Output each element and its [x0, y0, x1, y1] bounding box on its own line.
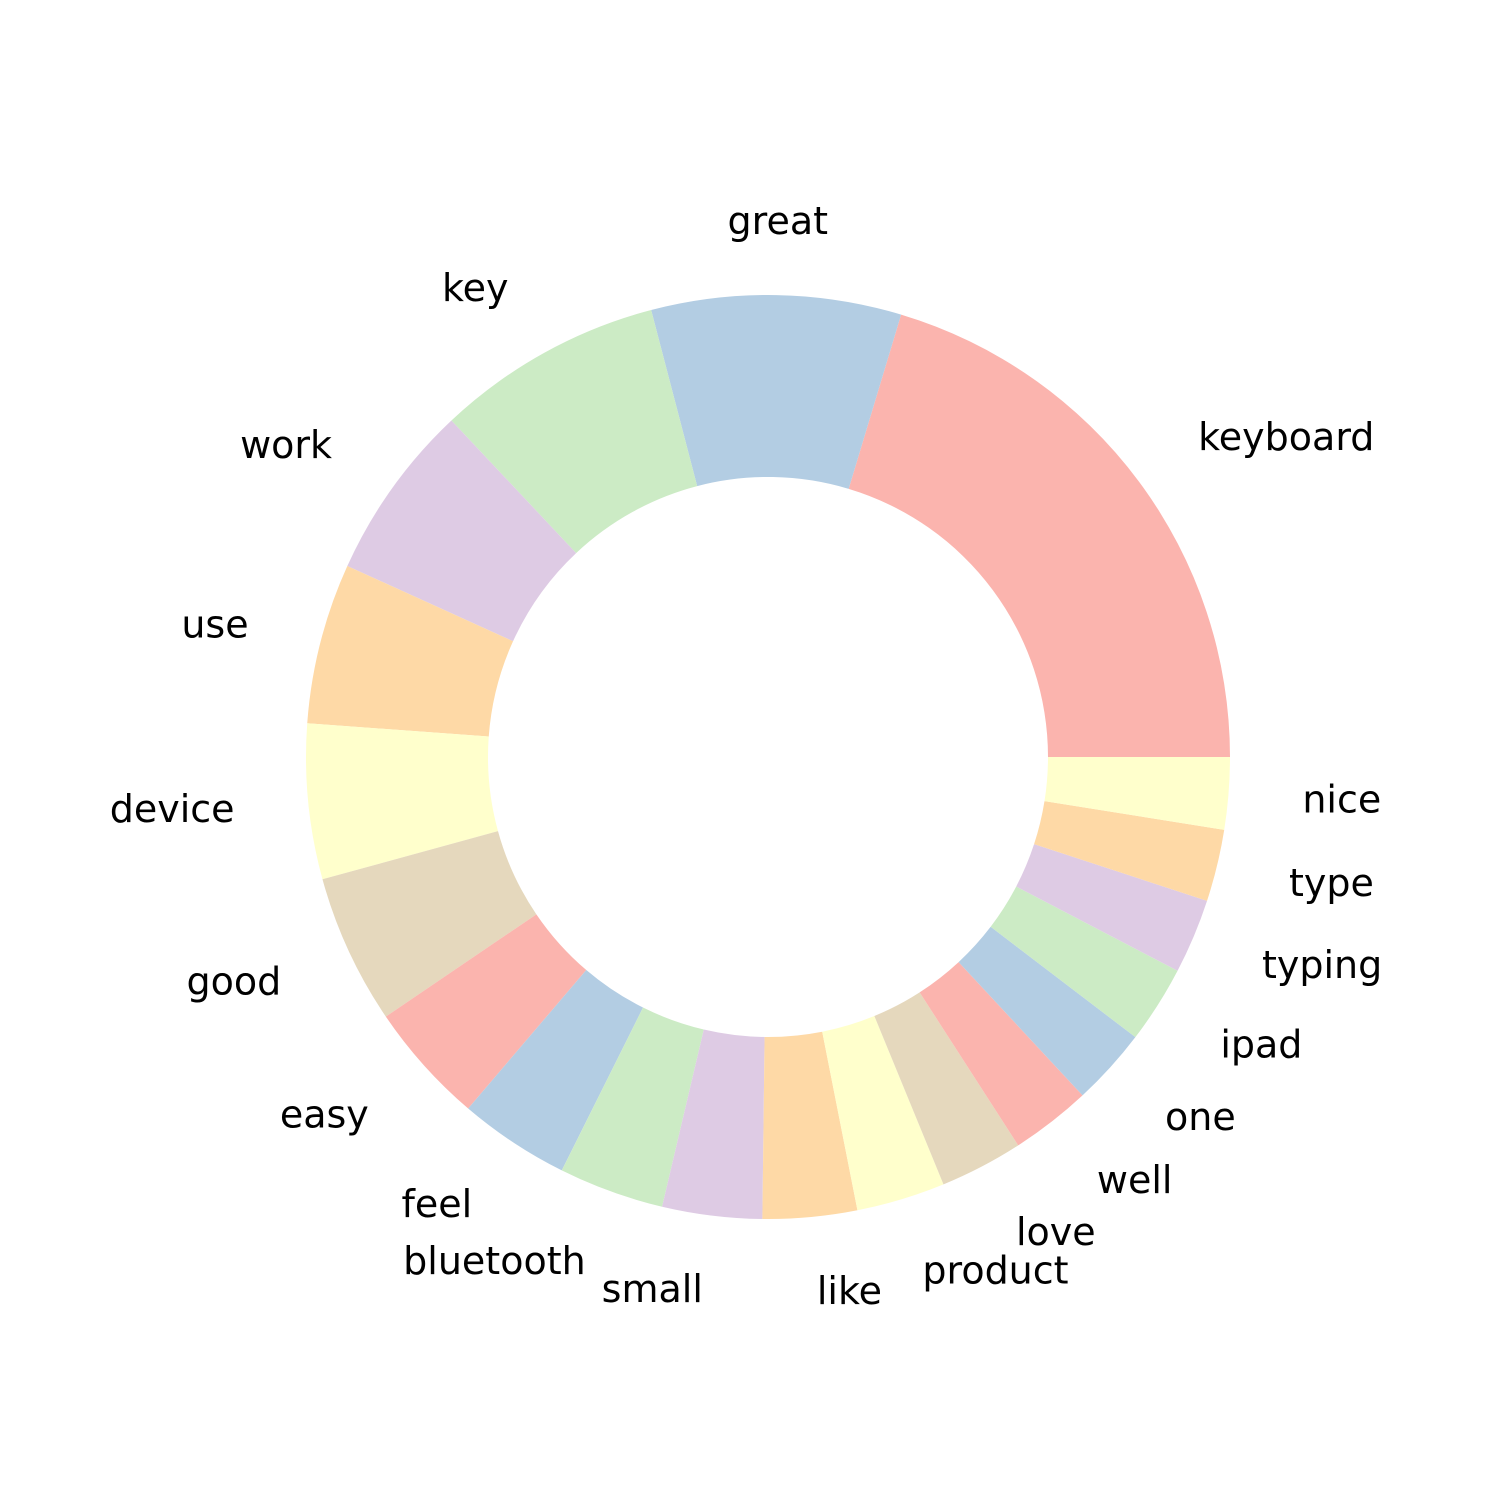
- label-typing: typing: [1262, 943, 1382, 987]
- slice-easy: [385, 914, 587, 1109]
- label-bluetooth: bluetooth: [403, 1239, 586, 1283]
- label-ipad: ipad: [1220, 1023, 1302, 1067]
- slice-small: [662, 1029, 765, 1219]
- label-device: device: [110, 787, 235, 831]
- donut-slices: [306, 294, 1230, 1219]
- slice-well: [919, 962, 1083, 1146]
- label-keyboard: keyboard: [1198, 415, 1374, 459]
- slice-great: [651, 294, 902, 489]
- slice-work: [347, 420, 577, 642]
- slice-one: [958, 926, 1136, 1096]
- label-like: like: [817, 1269, 882, 1313]
- slice-product: [822, 1016, 944, 1211]
- slice-device: [306, 723, 498, 880]
- label-love: love: [1016, 1210, 1096, 1254]
- label-great: great: [728, 199, 828, 243]
- label-small: small: [602, 1267, 703, 1311]
- slice-feel: [468, 970, 644, 1171]
- label-key: key: [442, 266, 509, 310]
- slice-good: [322, 831, 537, 1017]
- label-easy: easy: [280, 1093, 369, 1137]
- label-feel: feel: [402, 1182, 473, 1226]
- slice-ipad: [990, 886, 1178, 1038]
- slice-use: [307, 566, 514, 737]
- label-type: type: [1289, 861, 1374, 905]
- label-product: product: [922, 1248, 1068, 1292]
- donut-labels: keyboard great key work use device good easy fee…: [110, 199, 1383, 1313]
- slice-love: [874, 992, 1019, 1185]
- slice-typing: [1016, 844, 1208, 971]
- label-nice: nice: [1302, 777, 1381, 821]
- slice-type: [1034, 801, 1225, 901]
- slice-bluetooth: [561, 1007, 704, 1207]
- slice-like: [762, 1031, 858, 1219]
- label-work: work: [240, 423, 332, 467]
- label-well: well: [1097, 1158, 1173, 1202]
- slice-nice: [1044, 757, 1230, 830]
- slice-key: [451, 310, 698, 554]
- label-use: use: [181, 603, 248, 647]
- label-one: one: [1165, 1095, 1236, 1139]
- slice-keyboard: [848, 314, 1230, 757]
- label-good: good: [187, 960, 282, 1004]
